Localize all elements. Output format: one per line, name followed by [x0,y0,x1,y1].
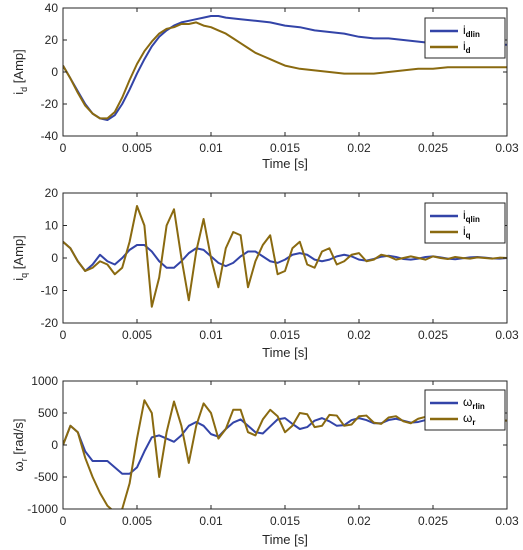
legend-label-main: i [463,23,466,37]
legend-label-qlin: iqlin [463,208,480,224]
legend-label-main: i [463,39,466,53]
legend-box [424,202,506,244]
x-tick-label: 0.015 [270,328,300,342]
x-tick-label: 0.01 [199,141,223,155]
x-tick-label: 0.03 [495,514,519,528]
x-tick-label: 0.01 [199,514,223,528]
legend-label-sub: qlin [466,215,480,224]
y-axis-label-unit: [Amp] [11,235,26,273]
x-tick-label: 0.025 [418,141,448,155]
y-tick-label: 500 [38,406,58,420]
x-tick-label: 0.025 [418,328,448,342]
y-axis-label-sub: d [19,87,29,92]
x-tick-label: 0.02 [347,141,371,155]
series-line-q [63,205,507,308]
legend-label-r: ωr [463,411,476,427]
y-tick-label: 0 [51,251,58,265]
y-tick-label: -20 [41,97,59,111]
y-tick-label: 1000 [31,374,58,388]
x-tick-label: 0.025 [418,514,448,528]
x-tick-label: 0 [60,141,67,155]
legend-label-sub: r [472,418,475,427]
y-axis-label-unit: [Amp] [11,49,26,87]
legend-label-d: id [463,39,471,55]
y-tick-label: -40 [41,129,59,143]
x-tick-label: 0 [60,514,67,528]
x-tick-label: 0 [60,328,67,342]
x-axis-label: Time [s] [262,532,308,547]
x-tick-label: 0.015 [270,141,300,155]
x-tick-label: 0.02 [347,514,371,528]
legend-label-main: i [463,208,466,222]
y-tick-label: 20 [45,186,59,200]
legend-box [424,17,506,59]
legend-label-rlin: ωrlin [463,395,485,411]
y-axis-label-main: ω [11,461,26,471]
chart-panel-1: 0 0.005 0.01 0.015 0.02 0.025 0.03 -40 -20 0 20 40 T… [11,1,519,171]
y-axis-label: iq [Amp] [11,235,29,280]
legend-label-main: i [463,224,466,238]
x-tick-label: 0.015 [270,514,300,528]
legend-label-main: ω [463,411,472,425]
y-tick-label: -1000 [27,502,58,516]
y-tick-label: 20 [45,33,59,47]
legend-label-dlin: idlin [463,23,480,39]
x-axis-label: Time [s] [262,345,308,360]
series-line-dlin [63,15,507,121]
legend-label-sub: q [466,231,471,240]
x-axis-label: Time [s] [262,156,308,171]
legend-label-sub: rlin [472,402,485,411]
x-tick-label: 0.03 [495,141,519,155]
y-tick-label: 0 [51,65,58,79]
y-tick-label: -20 [41,316,59,330]
legend-label-main: ω [463,395,472,409]
y-tick-label: 10 [45,219,59,233]
legend-box [424,389,506,431]
x-tick-label: 0.005 [122,514,152,528]
x-tick-label: 0.01 [199,328,223,342]
x-tick-label: 0.005 [122,141,152,155]
x-tick-label: 0.03 [495,328,519,342]
series-line-d [63,21,507,120]
x-tick-label: 0.005 [122,328,152,342]
y-tick-label: 0 [51,438,58,452]
y-axis-label-sub: r [19,458,29,461]
y-axis-label-main: i [11,278,26,281]
y-tick-label: -10 [41,284,59,298]
chart-panel-3: 0 0.005 0.01 0.015 0.02 0.025 0.03 -1000 -500 0 50… [11,374,519,547]
legend-label-q: iq [463,224,471,240]
y-tick-label: -500 [34,470,58,484]
y-axis-label: id [Amp] [11,49,29,94]
x-tick-label: 0.02 [347,328,371,342]
y-tick-label: 40 [45,1,59,15]
y-axis-label: ωr [rad/s] [11,419,29,472]
chart-panel-2: 0 0.005 0.01 0.015 0.02 0.025 0.03 -20 -10 0 10 20 T… [11,186,519,360]
legend-label-sub: d [466,46,471,55]
y-axis-label-main: i [11,92,26,95]
y-axis-label-unit: [rad/s] [11,419,26,459]
y-axis-label-sub: q [19,273,29,278]
legend-label-sub: dlin [466,30,480,39]
